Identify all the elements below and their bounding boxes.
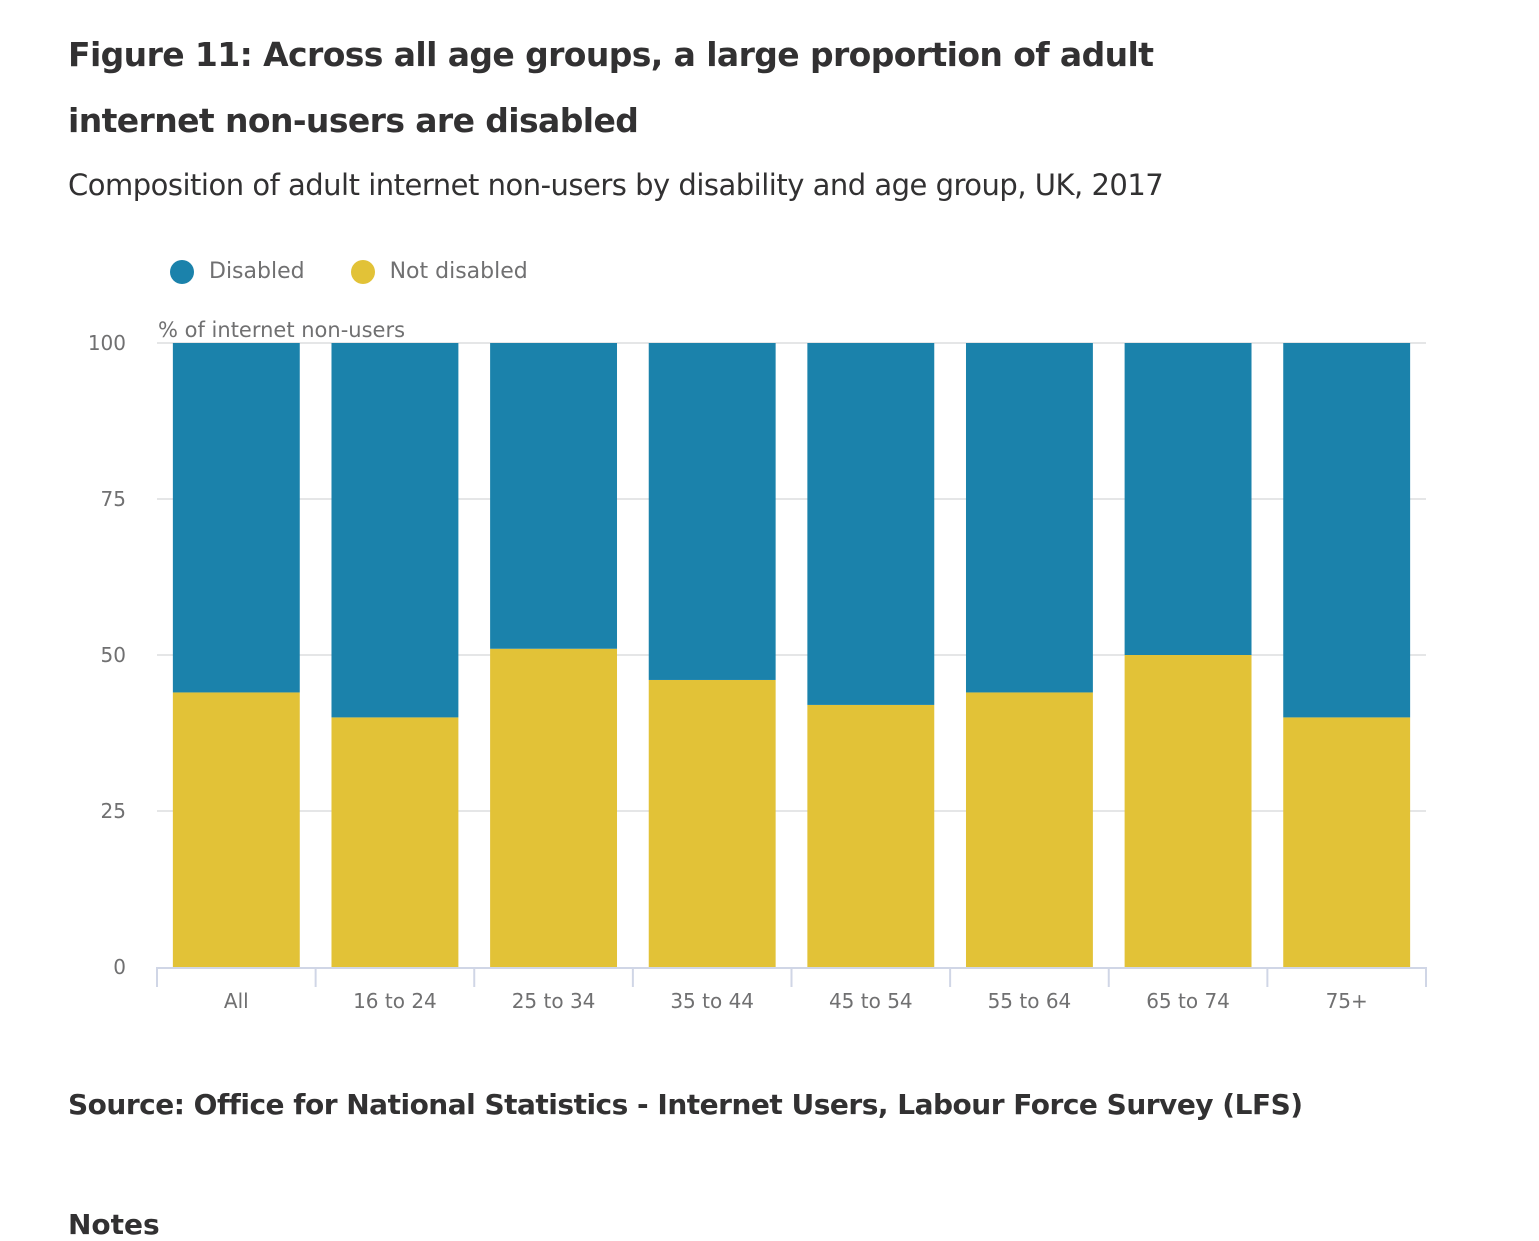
source-note: Source: Office for National Statistics -… (68, 1088, 1303, 1121)
x-tick-label: 16 to 24 (353, 989, 437, 1013)
x-tick-label: 25 to 34 (512, 989, 596, 1013)
y-tick-label: 75 (101, 487, 126, 511)
bar-not-disabled[interactable] (965, 692, 1093, 967)
x-tick-label: All (224, 989, 249, 1013)
y-tick-label: 0 (113, 955, 126, 979)
bar-disabled[interactable] (172, 343, 300, 693)
bar-disabled[interactable] (1124, 343, 1252, 655)
bar-not-disabled[interactable] (807, 704, 935, 967)
bar-disabled[interactable] (965, 343, 1093, 693)
stacked-bar-chart: 0 25 50 75 100 All 16 to 24 25 to 34 35 to 44 45 … (88, 318, 1427, 1013)
notes-heading: Notes (68, 1208, 160, 1241)
chart-legend: Disabled Not disabled (170, 259, 574, 284)
bar-not-disabled[interactable] (331, 717, 459, 967)
bar-disabled[interactable] (807, 343, 935, 705)
bar-disabled[interactable] (331, 343, 459, 718)
x-tick-label: 55 to 64 (988, 989, 1072, 1013)
x-tick-label: 65 to 74 (1146, 989, 1230, 1013)
figure-subtitle: Composition of adult internet non-users … (68, 168, 1164, 202)
legend-item-disabled[interactable]: Disabled (170, 259, 305, 284)
legend-swatch-disabled-icon (170, 259, 194, 284)
axes: 0 25 50 75 100 All 16 to 24 25 to 34 35 to 44 45 … (88, 331, 1427, 1013)
bar-not-disabled[interactable] (1283, 717, 1411, 967)
figure-title: Figure 11: Across all age groups, a larg… (68, 35, 1154, 140)
bar-not-disabled[interactable] (648, 679, 776, 967)
y-axis-label: % of internet non-users (158, 318, 405, 342)
y-tick-label: 25 (101, 799, 126, 823)
bar-disabled[interactable] (1283, 343, 1411, 718)
bar-disabled[interactable] (490, 343, 618, 649)
legend-label-not-disabled: Not disabled (389, 259, 528, 284)
bar-not-disabled[interactable] (1124, 655, 1252, 967)
legend-label-disabled: Disabled (209, 259, 305, 284)
y-tick-label: 50 (101, 643, 126, 667)
x-tick-label: 75+ (1326, 989, 1368, 1013)
bar-disabled[interactable] (648, 343, 776, 680)
legend-swatch-not-disabled-icon (350, 259, 375, 284)
x-tick-label: 45 to 54 (829, 989, 913, 1013)
bar-not-disabled[interactable] (172, 692, 300, 967)
bars (172, 343, 1411, 967)
x-tick-label: 35 to 44 (670, 989, 754, 1013)
legend-item-not-disabled[interactable]: Not disabled (350, 259, 528, 284)
y-tick-label: 100 (88, 331, 126, 355)
bar-not-disabled[interactable] (490, 648, 618, 967)
